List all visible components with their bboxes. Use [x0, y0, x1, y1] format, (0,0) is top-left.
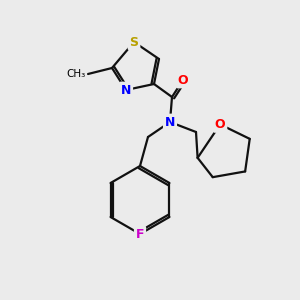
Text: CH₃: CH₃	[67, 69, 86, 79]
Text: N: N	[165, 116, 175, 128]
Text: O: O	[215, 118, 226, 131]
Text: F: F	[136, 227, 144, 241]
Text: O: O	[178, 74, 188, 86]
Text: S: S	[130, 35, 139, 49]
Text: N: N	[121, 83, 131, 97]
